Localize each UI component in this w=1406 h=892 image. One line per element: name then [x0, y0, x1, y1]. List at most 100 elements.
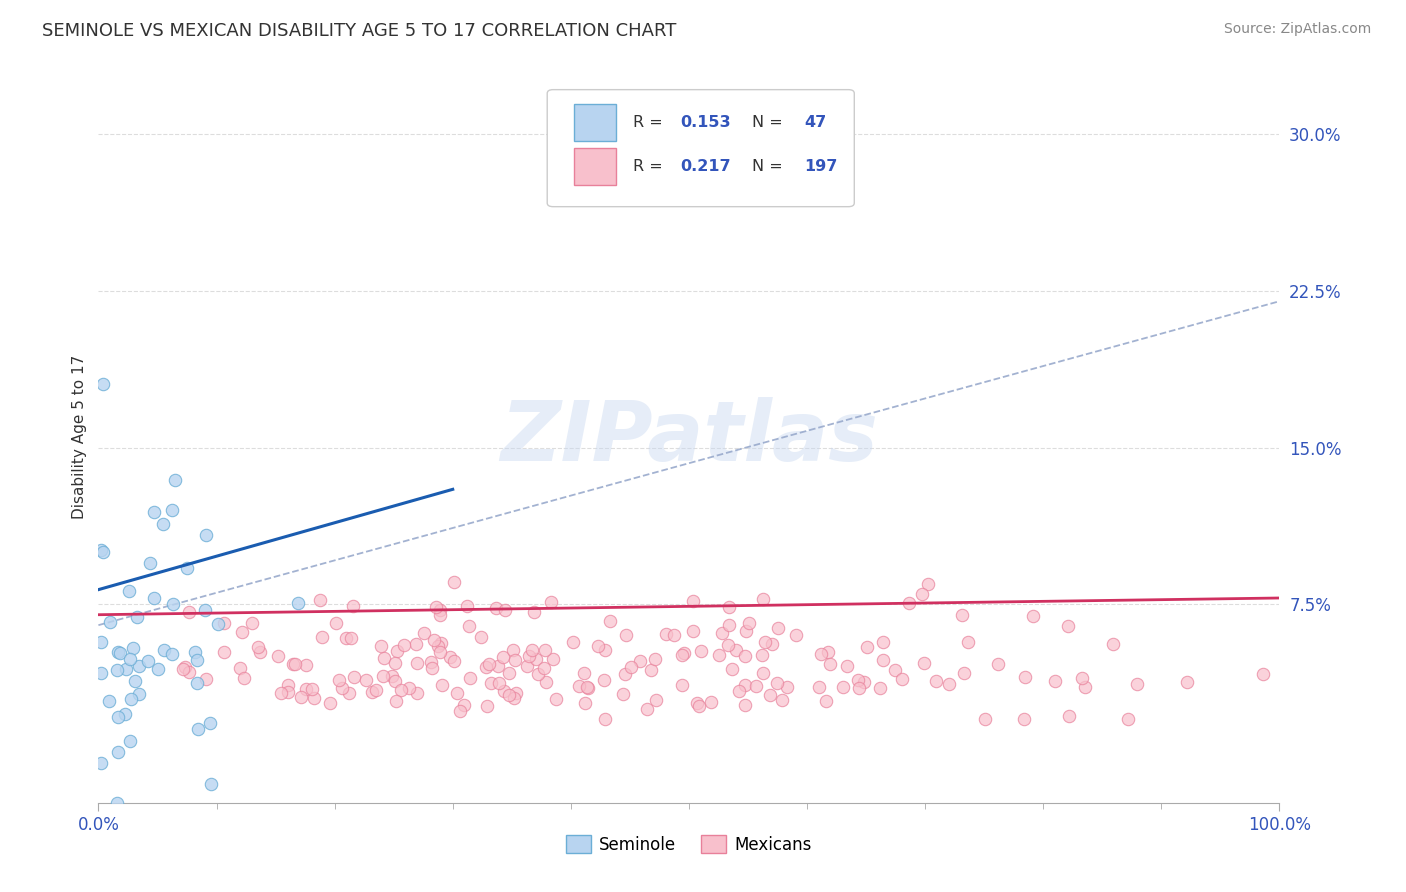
Point: [516, 659, 538, 673]
Point: [628, 654, 651, 668]
Point: [419, 655, 441, 669]
Point: [1045, 673, 1067, 688]
Point: [938, 677, 960, 691]
Point: [848, 681, 870, 696]
Point: [752, 666, 775, 681]
Point: [872, 653, 894, 667]
Point: [370, 639, 392, 653]
Point: [517, 649, 540, 664]
Point: [574, 666, 596, 681]
Point: [1014, 670, 1036, 684]
Point: [766, 675, 789, 690]
Point: [456, 599, 478, 613]
Point: [389, 682, 412, 697]
Point: [429, 636, 451, 650]
Bar: [575, 104, 616, 141]
Point: [734, 698, 756, 712]
Point: [429, 603, 451, 617]
FancyBboxPatch shape: [547, 90, 855, 207]
Point: [494, 683, 516, 698]
Point: [770, 692, 793, 706]
Point: [488, 676, 510, 690]
Point: [398, 681, 420, 695]
Point: [406, 656, 429, 670]
Point: [1116, 712, 1139, 726]
Point: [425, 600, 447, 615]
Point: [446, 686, 468, 700]
Point: [186, 653, 208, 667]
Point: [479, 675, 502, 690]
Point: [242, 615, 264, 630]
Point: [688, 698, 710, 713]
Point: [405, 637, 427, 651]
Point: [212, 645, 235, 659]
Point: [810, 647, 832, 661]
Point: [751, 648, 773, 662]
Point: [281, 657, 304, 672]
Point: [384, 674, 406, 689]
Text: Source: ZipAtlas.com: Source: ZipAtlas.com: [1223, 22, 1371, 37]
Point: [249, 645, 271, 659]
Point: [503, 691, 526, 706]
Point: [107, 710, 129, 724]
Point: [122, 641, 145, 656]
Point: [212, 616, 235, 631]
Point: [405, 686, 427, 700]
Point: [231, 625, 253, 640]
Point: [128, 658, 150, 673]
Point: [287, 596, 309, 610]
Point: [576, 681, 599, 695]
Point: [869, 681, 891, 695]
Point: [974, 712, 997, 726]
Point: [457, 619, 479, 633]
Point: [125, 609, 148, 624]
Point: [200, 715, 222, 730]
Point: [586, 640, 609, 654]
Point: [311, 630, 333, 644]
Point: [700, 695, 723, 709]
Point: [734, 678, 756, 692]
Point: [301, 682, 323, 697]
Point: [142, 591, 165, 605]
Point: [593, 673, 616, 688]
Point: [853, 675, 876, 690]
Point: [503, 652, 526, 666]
Point: [343, 670, 366, 684]
Point: [184, 645, 207, 659]
Point: [304, 690, 326, 705]
Point: [786, 628, 808, 642]
Point: [872, 635, 894, 649]
Point: [98, 615, 121, 630]
Point: [475, 699, 498, 714]
Point: [613, 667, 636, 681]
Point: [1021, 608, 1043, 623]
Point: [671, 678, 693, 692]
Point: [718, 600, 741, 615]
Point: [494, 603, 516, 617]
Legend: Seminole, Mexicans: Seminole, Mexicans: [560, 829, 818, 860]
Point: [470, 630, 492, 644]
Point: [911, 587, 934, 601]
Point: [498, 689, 520, 703]
Point: [1102, 637, 1125, 651]
Point: [384, 656, 406, 670]
Point: [614, 628, 637, 642]
Point: [174, 659, 197, 673]
Point: [645, 693, 668, 707]
Point: [186, 675, 208, 690]
Point: [90, 542, 112, 557]
Point: [478, 657, 501, 672]
Point: [662, 627, 685, 641]
Point: [808, 680, 831, 694]
Point: [690, 644, 713, 658]
Point: [187, 723, 209, 737]
Point: [561, 634, 583, 648]
Point: [423, 633, 446, 648]
Point: [593, 643, 616, 657]
Point: [672, 646, 695, 660]
Point: [711, 626, 734, 640]
Point: [761, 637, 783, 651]
Point: [599, 614, 621, 628]
Point: [505, 685, 527, 699]
Point: [152, 517, 174, 532]
